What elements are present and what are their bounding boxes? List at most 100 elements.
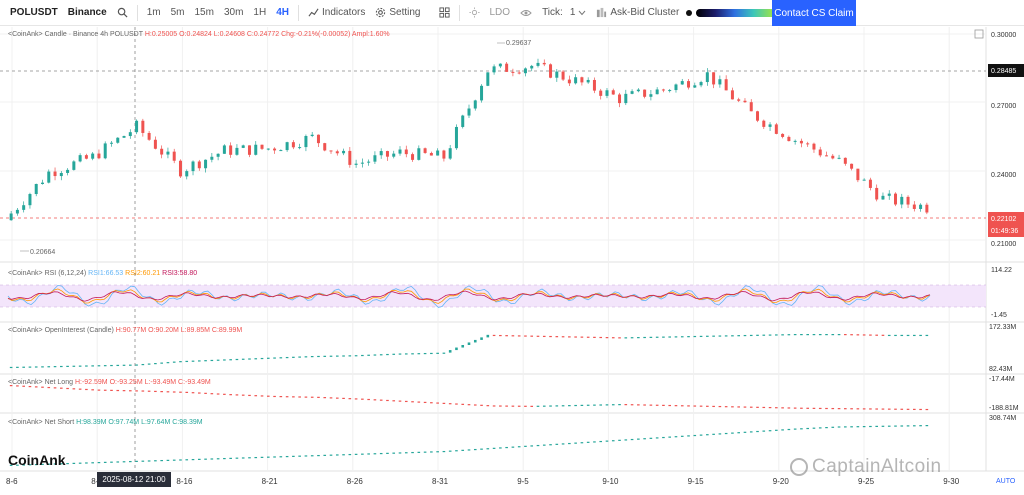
series-bar xyxy=(172,361,176,363)
series-bar xyxy=(555,336,559,338)
tick-select[interactable]: 1 xyxy=(568,0,592,26)
indicators-button[interactable]: Indicators xyxy=(303,0,370,26)
series-bar xyxy=(605,337,609,339)
series-bar xyxy=(825,427,828,429)
setting-button[interactable]: Setting xyxy=(370,0,425,26)
contact-cs-claim-button[interactable]: Contact CS Claim xyxy=(772,0,856,26)
series-bar xyxy=(248,457,251,459)
candle-body xyxy=(285,142,289,151)
auto-scale-button[interactable]: AUTO xyxy=(996,478,1016,485)
series-bar xyxy=(662,436,665,439)
candle-body xyxy=(461,115,465,127)
exchange-name[interactable]: Binance xyxy=(67,7,107,18)
candle-body xyxy=(618,94,622,104)
candle-body xyxy=(768,124,772,127)
ask-bid-cluster-button[interactable]: Ask-Bid Cluster xyxy=(591,0,684,26)
candle-body xyxy=(423,148,427,153)
series-bar xyxy=(41,463,44,465)
series-bar xyxy=(593,336,596,338)
series-bar xyxy=(517,405,521,407)
series-bar xyxy=(386,452,389,454)
candle-body xyxy=(398,149,402,154)
series-bar xyxy=(473,448,477,451)
symbol-name[interactable]: POLUSDT xyxy=(10,7,58,18)
series-bar xyxy=(812,334,816,336)
series-bar xyxy=(379,452,383,455)
symbol-select[interactable]: LDO xyxy=(489,7,511,18)
series-bar xyxy=(756,430,759,433)
series-bar xyxy=(129,390,132,392)
series-bar xyxy=(749,334,753,337)
series-bar xyxy=(800,428,803,430)
series-bar xyxy=(643,438,646,440)
chart-area[interactable]: 0.29637 0.20664 <CoinAnk> Candle · Binan… xyxy=(0,27,1024,495)
series-bar xyxy=(486,334,490,338)
series-bar xyxy=(894,408,897,410)
candle-body xyxy=(348,150,352,165)
search-icon[interactable] xyxy=(112,0,133,26)
indicators-icon xyxy=(308,8,319,17)
series-bar xyxy=(141,390,145,392)
series-bar xyxy=(97,389,101,391)
series-bar xyxy=(273,395,276,398)
gradient-knob[interactable] xyxy=(686,9,693,16)
timeframe-4h[interactable]: 4H xyxy=(276,7,289,18)
series-bar xyxy=(862,334,866,336)
series-bar xyxy=(706,335,709,337)
candle-body xyxy=(229,145,233,155)
rsi-bottom-value: -1.45 xyxy=(991,312,1007,319)
series-bar xyxy=(793,334,797,336)
series-bar xyxy=(135,390,138,392)
date-label: 8-31 xyxy=(432,477,449,486)
series-bar xyxy=(680,405,684,407)
series-bar xyxy=(524,335,527,337)
series-bar xyxy=(66,365,69,367)
timeframe-5m[interactable]: 5m xyxy=(170,7,185,18)
series-bar xyxy=(354,355,358,357)
candle-body xyxy=(912,204,916,209)
gear-icon xyxy=(376,7,386,18)
rsi-band xyxy=(0,285,986,307)
series-bar xyxy=(60,463,63,465)
settings-square-icon[interactable] xyxy=(974,29,984,39)
series-bar xyxy=(599,336,603,339)
series-bar xyxy=(329,397,333,399)
series-bar xyxy=(775,407,778,409)
series-bar xyxy=(869,425,872,428)
heat-gradient-slider[interactable] xyxy=(696,8,793,17)
series-bar xyxy=(22,385,25,387)
candle-body xyxy=(498,63,502,67)
series-bar xyxy=(913,425,916,427)
series-bar xyxy=(455,347,458,351)
series-bar xyxy=(505,405,508,407)
brightness-icon[interactable] xyxy=(464,0,485,26)
series-bar xyxy=(329,355,333,357)
series-bar xyxy=(442,402,446,404)
series-bar xyxy=(241,358,245,360)
series-bar xyxy=(85,365,88,367)
series-bar xyxy=(223,359,226,361)
timeframe-1m[interactable]: 1m xyxy=(146,7,161,18)
candle-body xyxy=(699,82,703,86)
series-bar xyxy=(398,353,402,355)
timeframe-30m[interactable]: 30m xyxy=(223,7,244,18)
candle-body xyxy=(40,182,44,184)
series-bar xyxy=(881,408,885,410)
netlong-legend: <CoinAnk> Net Long H:-92.59M O:-93.25M L… xyxy=(8,379,211,386)
netlong-legend-name: <CoinAnk> Net Long xyxy=(8,379,73,386)
candle-body xyxy=(818,149,822,156)
timeframe-1h[interactable]: 1H xyxy=(253,7,267,18)
series-bar xyxy=(637,404,640,406)
timeframe-15m[interactable]: 15m xyxy=(194,7,214,18)
grid-icon[interactable] xyxy=(434,0,455,26)
price-tick: 0.24000 xyxy=(991,172,1016,179)
series-bar xyxy=(310,356,314,358)
rsi-legend: <CoinAnk> RSI (6,12,24) RSI1:66.53 RSI2:… xyxy=(8,270,197,277)
series-bar xyxy=(179,391,182,393)
rsi1-line xyxy=(7,284,931,308)
series-bar xyxy=(361,354,364,357)
series-bar xyxy=(373,354,377,356)
candle-body xyxy=(47,171,51,183)
eye-icon[interactable] xyxy=(515,0,537,26)
series-bar xyxy=(499,447,502,449)
